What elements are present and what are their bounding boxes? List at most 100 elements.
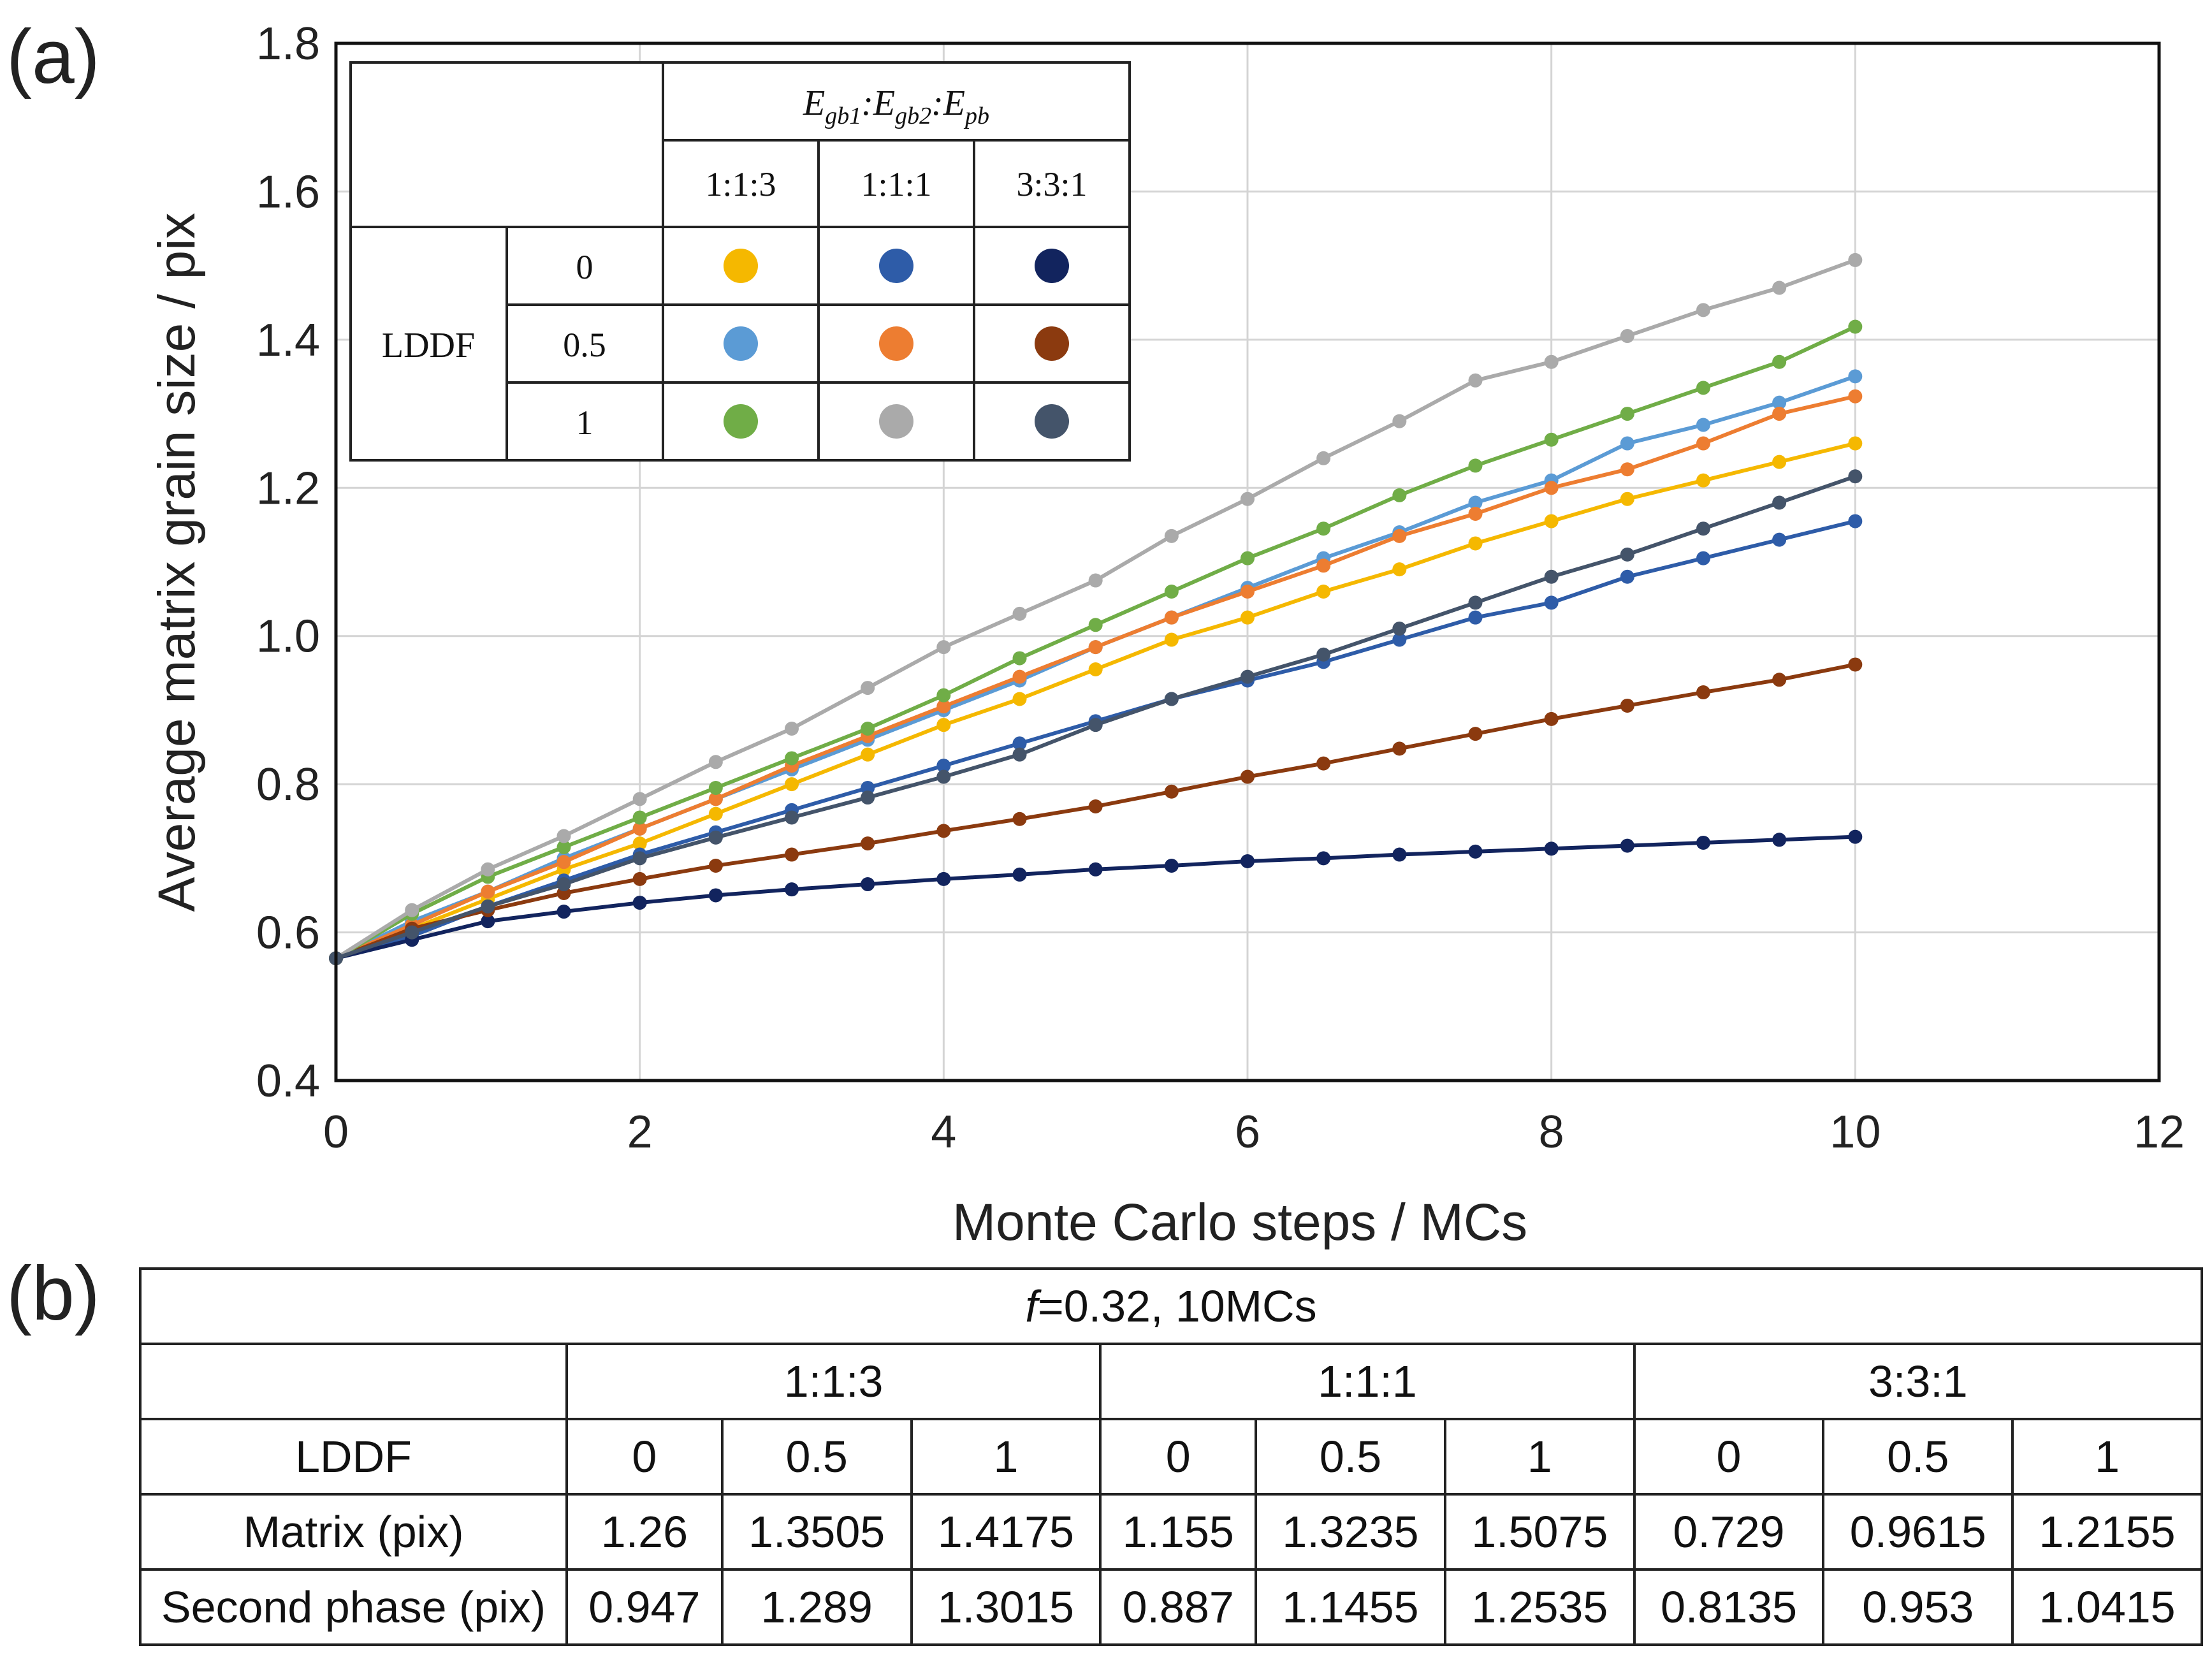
data-point xyxy=(1241,669,1255,684)
data-point xyxy=(708,858,723,873)
data-point xyxy=(1241,492,1255,506)
data-point xyxy=(1316,647,1331,662)
legend-column-label: 1:1:3 xyxy=(705,165,776,203)
series-1-1-1-lddf-1 xyxy=(329,252,1863,966)
table-cell: 0.9615 xyxy=(1822,1493,2014,1571)
line-chart: 0 2 4 6 8 10 12 0.40.60.81.01.21.41.61.8 Monte… xyxy=(148,18,2185,1249)
data-point xyxy=(1620,329,1634,344)
data-point xyxy=(557,877,571,892)
data-point xyxy=(1164,610,1179,625)
y-tick-label: 1.2 xyxy=(256,463,320,514)
data-point xyxy=(1848,436,1863,451)
data-point xyxy=(1164,858,1179,873)
x-tick-label: 8 xyxy=(1539,1107,1564,1158)
data-point xyxy=(557,840,571,854)
data-point xyxy=(1392,528,1407,543)
data-point xyxy=(1088,640,1103,655)
panel-b-label: (b) xyxy=(6,1251,100,1336)
legend-marker xyxy=(724,326,758,361)
x-tick-labels: 0 2 4 6 8 10 12 xyxy=(323,1107,2185,1158)
data-point xyxy=(708,888,723,903)
table-lddf-value: 0.5 xyxy=(720,1418,913,1496)
data-point xyxy=(861,790,875,805)
data-point xyxy=(1620,569,1634,584)
data-point xyxy=(861,721,875,736)
legend-row-label: LDDF xyxy=(382,326,475,365)
data-point xyxy=(481,914,495,929)
data-point xyxy=(1620,492,1634,506)
legend-table: Egb1:Egb2:Epb LDDF 1:1:3 1:1:1 3:3:100.51 xyxy=(349,61,1131,462)
data-point xyxy=(1848,657,1863,672)
table-lddf-value: 1 xyxy=(910,1418,1102,1496)
data-point xyxy=(785,882,799,897)
data-point xyxy=(861,836,875,851)
data-point xyxy=(1316,851,1331,866)
legend-row-value: 1 xyxy=(576,404,593,442)
table-matrix-row: Matrix (pix) 1.26 1.3505 1.4175 1.155 1.… xyxy=(139,1493,2203,1571)
data-point xyxy=(632,810,647,825)
legend-marker xyxy=(724,404,758,439)
table-group-3: 3:3:1 xyxy=(1633,1343,2204,1420)
plot-frame xyxy=(334,41,2161,1082)
data-point xyxy=(1772,532,1787,547)
series-3-3-1-lddf-0 xyxy=(329,829,1863,966)
legend-column-label: 1:1:1 xyxy=(861,165,931,203)
table-cell: 1.3235 xyxy=(1255,1493,1446,1571)
data-point xyxy=(1241,769,1255,784)
data-point xyxy=(1848,252,1863,267)
data-point xyxy=(1392,632,1407,647)
x-axis-label: Monte Carlo steps / MCs xyxy=(952,1193,1527,1249)
data-point xyxy=(1241,551,1255,565)
y-tick-label: 1.4 xyxy=(256,315,320,366)
data-point xyxy=(1468,610,1483,625)
series-1-1-3-lddf-1 xyxy=(329,319,1863,966)
data-point xyxy=(632,896,647,910)
y-tick-label: 0.4 xyxy=(256,1056,320,1107)
data-point xyxy=(936,871,951,886)
table-cell: 1.5075 xyxy=(1443,1493,1636,1571)
data-point xyxy=(1241,854,1255,869)
table-lddf-value: 0 xyxy=(565,1418,724,1496)
data-point xyxy=(1088,662,1103,677)
table-lddf-value: 0.5 xyxy=(1255,1418,1446,1496)
data-point xyxy=(1848,319,1863,334)
legend-marker xyxy=(879,404,913,439)
table-cell: 1.0415 xyxy=(2011,1568,2203,1646)
x-tick-label: 10 xyxy=(1830,1107,1881,1158)
data-point xyxy=(1392,741,1407,756)
data-point xyxy=(632,851,647,866)
data-point xyxy=(1544,354,1559,369)
data-point xyxy=(1316,521,1331,536)
table-lddf-label: LDDF xyxy=(139,1418,568,1496)
data-point xyxy=(936,824,951,838)
summary-table: f=0.32, 10MCs 1:1:3 1:1:1 3:3:1 LDDF 0 0… xyxy=(139,1267,2204,1646)
data-point xyxy=(1088,799,1103,814)
y-tick-label: 1.8 xyxy=(256,18,320,69)
table-lddf-value: 1 xyxy=(1443,1418,1636,1496)
data-point xyxy=(936,718,951,732)
table-group-1: 1:1:3 xyxy=(565,1343,1102,1420)
data-point xyxy=(1848,469,1863,484)
data-point xyxy=(1468,495,1483,510)
data-point xyxy=(1696,551,1710,565)
data-point xyxy=(1468,373,1483,388)
table-cell: 0.8135 xyxy=(1633,1568,1825,1646)
data-point xyxy=(785,777,799,792)
legend-column-label: 3:3:1 xyxy=(1016,165,1087,203)
data-point xyxy=(1848,514,1863,528)
data-point xyxy=(1468,458,1483,473)
series-3-3-1-lddf-1 xyxy=(329,469,1863,966)
table-cell: 0.887 xyxy=(1099,1568,1258,1646)
data-point xyxy=(405,925,419,940)
data-point xyxy=(1012,736,1027,751)
data-point xyxy=(1772,495,1787,510)
data-point xyxy=(1772,280,1787,295)
table-cell: 1.1455 xyxy=(1255,1568,1446,1646)
data-point xyxy=(1848,389,1863,404)
data-point xyxy=(1468,844,1483,859)
data-point xyxy=(1696,473,1710,488)
data-point xyxy=(1088,573,1103,588)
data-point xyxy=(632,821,647,836)
data-point xyxy=(1696,521,1710,536)
y-tick-label: 1.0 xyxy=(256,611,320,662)
